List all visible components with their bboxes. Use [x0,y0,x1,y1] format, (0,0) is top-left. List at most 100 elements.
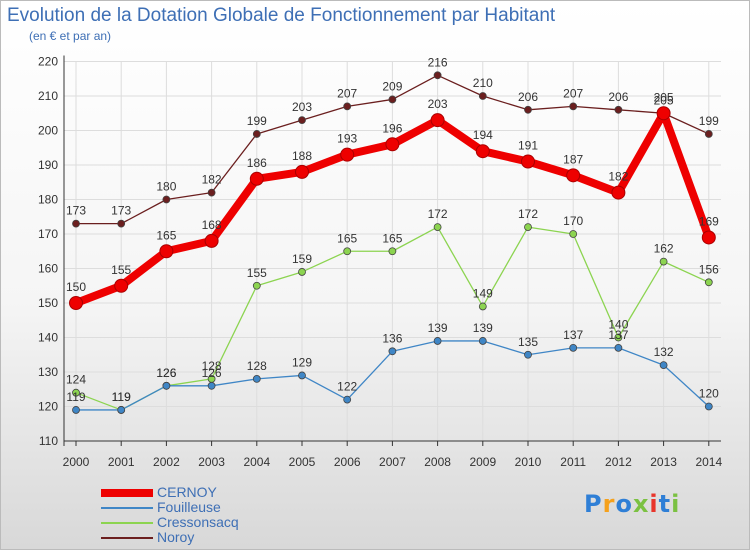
data-point-cressonsacq [478,302,487,311]
data-point-cressonsacq [343,247,352,256]
data-label-cressonsacq: 159 [292,252,312,266]
data-point-fouilleuse [162,381,171,390]
data-point-cressonsacq [298,268,306,276]
data-point-cernoy [701,230,716,245]
data-label-fouilleuse: 120 [699,387,719,401]
legend-item-fouilleuse: Fouilleuse [101,499,321,515]
data-point-cressonsacq [659,257,668,266]
data-point-fouilleuse [343,395,352,404]
data-label-cressonsacq: 156 [699,262,719,276]
data-label-noroy: 173 [111,204,131,218]
data-point-noroy [298,116,306,125]
data-label-cressonsacq: 124 [66,373,86,387]
legend-swatch [101,537,153,539]
data-point-noroy [524,105,532,114]
x-tick-label: 2011 [560,455,586,469]
data-label-cressonsacq: 165 [382,231,402,245]
data-label-noroy: 182 [202,173,222,187]
data-point-fouilleuse [478,337,487,345]
data-label-fouilleuse: 132 [654,345,674,359]
data-point-cressonsacq [524,223,532,232]
data-point-fouilleuse [524,350,532,359]
data-label-layer: 173 173 180 182 199 203 207 209 216 210 206 207 206 2… [66,55,719,404]
data-label-noroy: 207 [563,86,583,100]
data-label-cernoy: 165 [156,228,176,242]
data-point-cernoy [475,144,490,159]
data-label-fouilleuse: 119 [66,390,85,404]
data-point-noroy [704,130,713,138]
x-tick-label: 2001 [108,455,135,469]
data-point-noroy [343,102,352,111]
data-label-cernoy: 186 [247,156,267,170]
data-point-cernoy [566,168,581,183]
data-point-cressonsacq [569,230,578,238]
data-label-cernoy: 193 [337,132,357,146]
data-label-noroy: 203 [292,100,312,114]
legend-label: Noroy [157,529,195,545]
data-label-fouilleuse: 135 [518,335,538,349]
x-tick-label: 2014 [695,455,722,469]
data-label-noroy: 206 [518,90,538,104]
data-point-noroy [614,105,623,114]
data-point-cernoy [114,278,129,293]
data-point-noroy [72,219,80,228]
data-point-cernoy [204,233,219,248]
data-label-cernoy: 150 [66,280,86,294]
x-tick-label: 2008 [424,455,451,469]
data-point-cressonsacq [252,281,261,290]
logo-letter: t [658,490,672,518]
logo-letter: i [649,490,659,518]
data-label-cressonsacq: 119 [112,390,131,404]
data-label-cressonsacq: 165 [337,231,357,245]
data-point-cressonsacq [704,278,713,287]
y-tick-label: 110 [39,434,58,448]
y-tick-label: 190 [38,158,58,172]
x-tick-label: 2002 [153,455,180,469]
data-point-cernoy [611,185,626,200]
data-label-fouilleuse: 119 [112,390,131,404]
data-label-fouilleuse: 122 [337,380,357,394]
x-tick-label: 2010 [515,455,542,469]
data-label-cernoy: 155 [111,263,131,277]
data-label-fouilleuse: 128 [247,359,267,373]
data-label-cernoy: 168 [202,218,222,232]
data-point-fouilleuse [388,347,397,356]
chart-title: Evolution de la Dotation Globale de Fonc… [7,5,556,26]
logo-letter: r [602,490,616,518]
y-tick-label: 130 [38,365,58,379]
y-tick-label: 220 [38,55,58,69]
legend-swatch [101,522,153,524]
data-point-fouilleuse [569,343,578,352]
data-label-cressonsacq: 162 [654,242,674,256]
y-tick-label: 140 [38,331,58,345]
data-label-noroy: 206 [608,90,628,104]
data-label-fouilleuse: 137 [563,328,583,342]
data-label-fouilleuse: 126 [202,366,222,380]
y-tick-label: 200 [38,124,58,138]
data-label-fouilleuse: 129 [292,355,312,369]
data-point-fouilleuse [207,381,216,390]
data-point-cressonsacq [433,223,442,232]
data-label-cernoy: 203 [428,97,448,111]
data-point-cernoy [430,113,445,128]
data-label-fouilleuse: 126 [156,366,176,380]
axis-layer: 110 120 130 140 150 160 170 180 190 200 210 220 2000… [38,55,723,470]
logo-letter: x [632,490,650,518]
logo-letter: P [584,490,603,518]
chart-subtitle: (en € et par an) [29,29,112,43]
data-point-noroy [252,130,261,138]
data-point-fouilleuse [659,361,668,370]
data-point-cernoy [340,147,355,162]
data-point-fouilleuse [72,406,80,414]
data-point-cressonsacq [388,247,397,256]
data-point-cernoy [159,244,174,259]
data-point-fouilleuse [433,337,442,345]
x-tick-label: 2013 [650,455,677,469]
legend-item-cernoy: CERNOY [101,484,321,500]
data-point-cernoy [521,154,535,169]
data-label-noroy: 216 [428,55,448,69]
logo-letter: o [615,490,633,518]
data-label-cressonsacq: 126 [156,366,176,380]
legend-item-cressonsacq: Cressonsacq [101,514,321,530]
